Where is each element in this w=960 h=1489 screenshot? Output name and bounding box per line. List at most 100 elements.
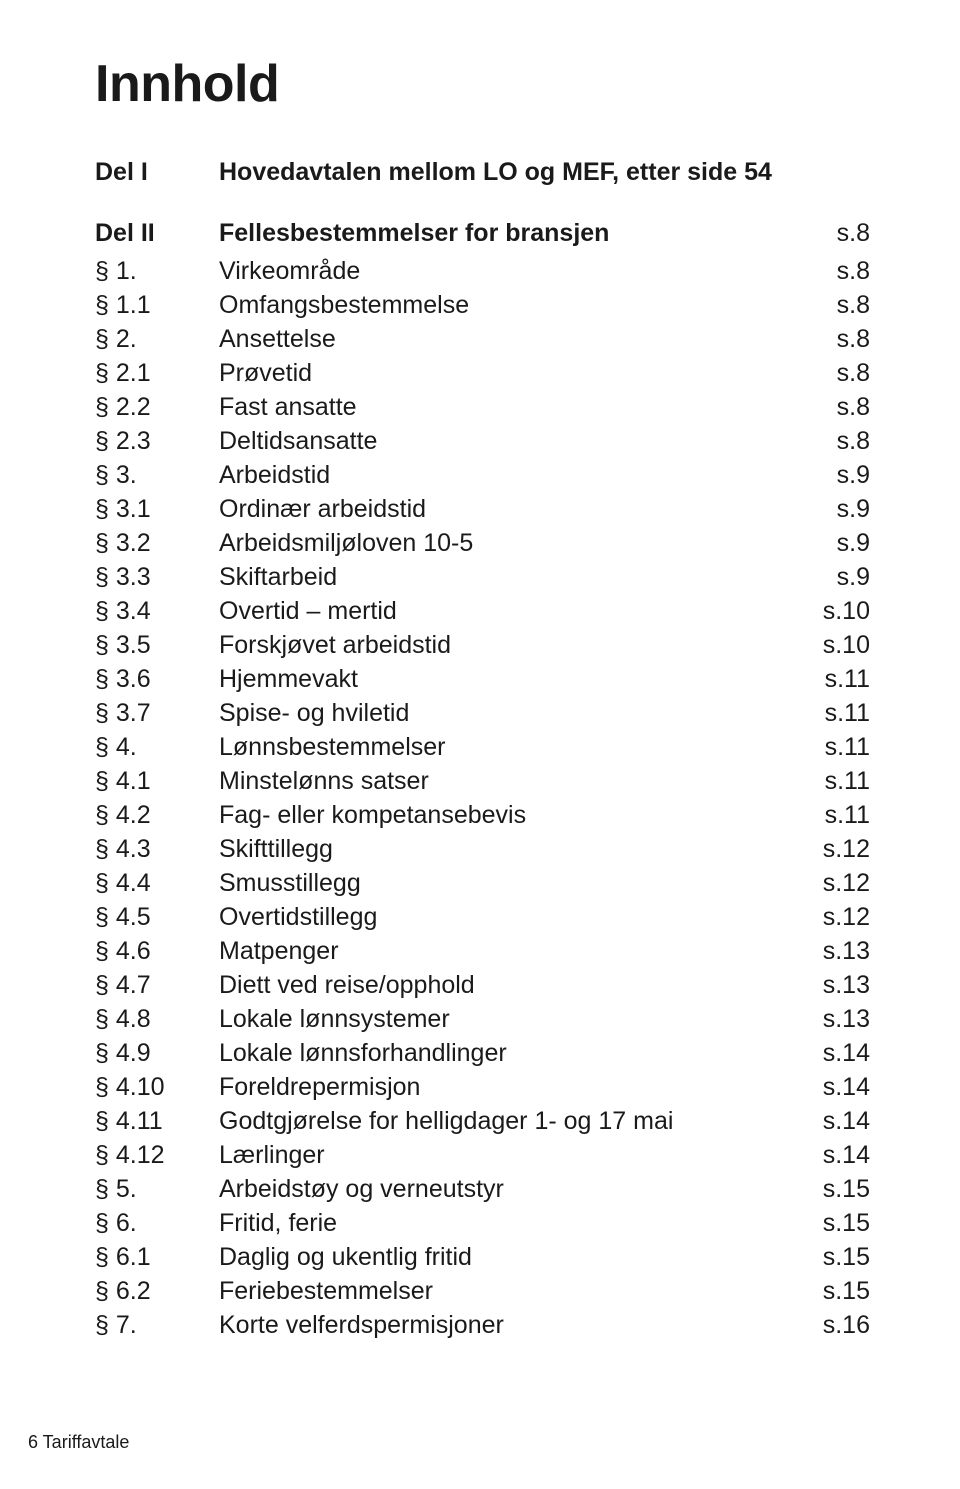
toc-section-num: § 3.4 [95,594,219,628]
toc-section-title: Arbeidsmiljøloven 10-5 [219,526,837,560]
toc-section-title: Ansettelse [219,322,837,356]
part-label: Del II [95,219,219,248]
toc-section-num: § 2.3 [95,424,219,458]
toc-page-ref: s.9 [837,492,870,526]
page-footer: 6 Tariffavtale [28,1432,129,1453]
toc-section-num: § 2.1 [95,356,219,390]
toc-row: § 3.2Arbeidsmiljøloven 10-5s.9 [95,526,870,560]
toc-section-num: § 2.2 [95,390,219,424]
toc-section-title: Matpenger [219,934,823,968]
toc-row: § 3.Arbeidstids.9 [95,458,870,492]
toc-row: § 3.7Spise- og hviletids.11 [95,696,870,730]
parts-section: Del IHovedavtalen mellom LO og MEF, ette… [95,158,870,248]
toc-page-ref: s.12 [823,866,870,900]
toc-section-num: § 1. [95,254,219,288]
toc-section-title: Skiftarbeid [219,560,837,594]
toc-page-ref: s.11 [825,662,870,696]
toc-section-num: § 4. [95,730,219,764]
toc-section-num: § 3.1 [95,492,219,526]
part-row: Del IIFellesbestemmelser for bransjens.8 [95,219,870,248]
toc-page-ref: s.15 [823,1274,870,1308]
toc-page-ref: s.14 [823,1104,870,1138]
toc-section-num: § 3.3 [95,560,219,594]
toc-page-ref: s.13 [823,934,870,968]
toc-section-num: § 4.8 [95,1002,219,1036]
toc-row: § 4.5Overtidstilleggs.12 [95,900,870,934]
toc-row: § 1.Virkeområdes.8 [95,254,870,288]
toc-page-ref: s.14 [823,1070,870,1104]
toc-section-num: § 4.6 [95,934,219,968]
toc-section-title: Deltidsansatte [219,424,837,458]
toc-section-title: Daglig og ukentlig fritid [219,1240,823,1274]
toc-section-title: Arbeidstøy og verneutstyr [219,1172,823,1206]
toc-page-ref: s.8 [837,322,870,356]
toc-row: § 7.Korte velferdspermisjoners.16 [95,1308,870,1342]
toc-section-title: Prøvetid [219,356,837,390]
toc-section-num: § 4.4 [95,866,219,900]
toc-section-title: Fag- eller kompetansebevis [219,798,825,832]
toc-section-num: § 3.6 [95,662,219,696]
toc-page-ref: s.14 [823,1138,870,1172]
toc-page-ref: s.8 [837,390,870,424]
toc-row: § 4.4Smusstilleggs.12 [95,866,870,900]
toc-row: § 4.2Fag- eller kompetansebeviss.11 [95,798,870,832]
toc-section-title: Skifttillegg [219,832,823,866]
toc-row: § 3.3Skiftarbeids.9 [95,560,870,594]
toc-page-ref: s.12 [823,900,870,934]
toc-page-ref: s.9 [837,526,870,560]
toc-page-ref: s.8 [837,254,870,288]
toc-section-num: § 5. [95,1172,219,1206]
toc-page-ref: s.10 [823,594,870,628]
toc-section-title: Fritid, ferie [219,1206,823,1240]
toc-section-title: Foreldrepermisjon [219,1070,823,1104]
toc-section-title: Minstelønns satser [219,764,825,798]
toc-row: § 4.1Minstelønns satsers.11 [95,764,870,798]
toc-page-ref: s.16 [823,1308,870,1342]
toc-section-title: Arbeidstid [219,458,837,492]
toc-row: § 4.3Skifttilleggs.12 [95,832,870,866]
toc-row: § 3.1Ordinær arbeidstids.9 [95,492,870,526]
part-row: Del IHovedavtalen mellom LO og MEF, ette… [95,158,870,187]
toc-row: § 6.1Daglig og ukentlig fritids.15 [95,1240,870,1274]
toc-row: § 3.4Overtid – mertids.10 [95,594,870,628]
toc-list: § 1.Virkeområdes.8§ 1.1Omfangsbestemmels… [95,254,870,1342]
toc-section-num: § 3.7 [95,696,219,730]
toc-section-title: Diett ved reise/opphold [219,968,823,1002]
toc-section-title: Hjemmevakt [219,662,825,696]
toc-row: § 3.5Forskjøvet arbeidstids.10 [95,628,870,662]
toc-section-title: Lønnsbestemmelser [219,730,825,764]
toc-row: § 4.7Diett ved reise/oppholds.13 [95,968,870,1002]
toc-page-ref: s.8 [837,288,870,322]
toc-section-num: § 2. [95,322,219,356]
toc-section-num: § 4.3 [95,832,219,866]
toc-section-num: § 4.5 [95,900,219,934]
toc-page-ref: s.11 [825,730,870,764]
toc-page-ref: s.14 [823,1036,870,1070]
toc-page-ref: s.9 [837,560,870,594]
toc-section-num: § 6.2 [95,1274,219,1308]
toc-page-ref: s.15 [823,1240,870,1274]
toc-page-ref: s.8 [837,424,870,458]
toc-page-ref: s.13 [823,1002,870,1036]
toc-row: § 6.Fritid, feries.15 [95,1206,870,1240]
toc-page-ref: s.10 [823,628,870,662]
toc-section-title: Omfangsbestemmelse [219,288,837,322]
toc-section-num: § 4.7 [95,968,219,1002]
part-label: Del I [95,158,219,187]
toc-row: § 4.8Lokale lønnsystemers.13 [95,1002,870,1036]
toc-row: § 5.Arbeidstøy og verneutstyrs.15 [95,1172,870,1206]
toc-row: § 1.1Omfangsbestemmelses.8 [95,288,870,322]
toc-section-title: Overtid – mertid [219,594,823,628]
toc-section-title: Overtidstillegg [219,900,823,934]
toc-page-ref: s.11 [825,764,870,798]
toc-row: § 2.1Prøvetids.8 [95,356,870,390]
toc-section-title: Korte velferdspermisjoner [219,1308,823,1342]
toc-row: § 2.2Fast ansattes.8 [95,390,870,424]
toc-row: § 2.Ansettelses.8 [95,322,870,356]
part-title: Fellesbestemmelser for bransjen [219,219,837,248]
toc-row: § 4.6Matpengers.13 [95,934,870,968]
toc-page-ref: s.15 [823,1206,870,1240]
toc-row: § 3.6Hjemmevakts.11 [95,662,870,696]
toc-section-title: Lokale lønnsforhandlinger [219,1036,823,1070]
toc-section-title: Smusstillegg [219,866,823,900]
